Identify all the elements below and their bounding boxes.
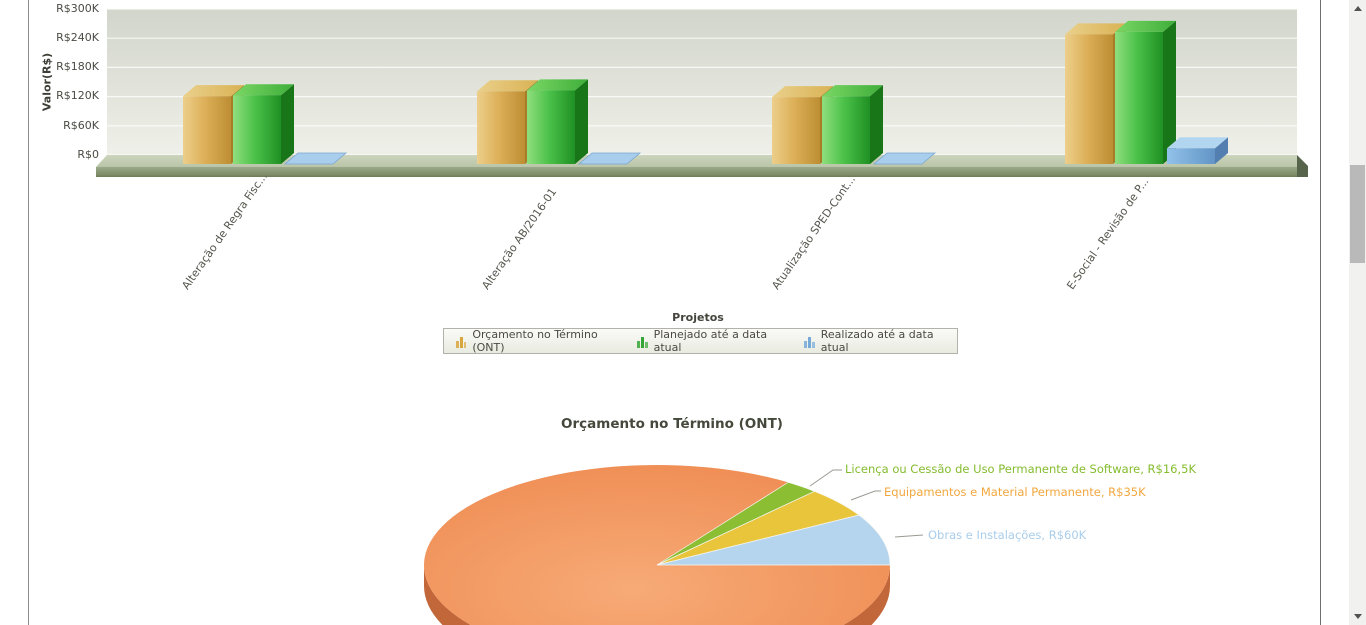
mini-bar-chart-icon — [804, 336, 815, 348]
legend-item-realizado[interactable]: Realizado até a data atual — [804, 328, 945, 354]
pie-chart-title: Orçamento no Término (ONT) — [561, 416, 783, 432]
panel-left-border — [28, 0, 29, 625]
legend-item-ont[interactable]: Orçamento no Término (ONT) — [456, 328, 611, 354]
panel-right-border — [1320, 0, 1321, 625]
y-tick-120k: R$120K — [56, 89, 99, 102]
mini-bar-chart-icon — [637, 336, 648, 348]
y-tick-60k: R$60K — [63, 119, 99, 132]
legend-label: Orçamento no Término (ONT) — [472, 328, 598, 354]
pie-label-equipamentos: Equipamentos e Material Permanente, R$35… — [884, 485, 1146, 499]
chart-legend: Orçamento no Término (ONT) Planejado até… — [443, 328, 958, 354]
scroll-down-button[interactable] — [1349, 608, 1366, 625]
legend-label: Planejado até a data atual — [653, 328, 768, 354]
pie-label-licenca: Licença ou Cessão de Uso Permanente de S… — [845, 462, 1197, 476]
pie-label-obras: Obras e Instalações, R$60K — [928, 528, 1087, 542]
arrow-down-icon — [1353, 614, 1362, 619]
y-tick-180k: R$180K — [56, 60, 99, 73]
x-axis-title: Projetos — [672, 311, 724, 324]
mini-bar-chart-icon — [456, 336, 467, 348]
scroll-up-button[interactable] — [1349, 0, 1366, 17]
y-tick-300k: R$300K — [56, 2, 99, 15]
y-tick-240k: R$240K — [56, 31, 99, 44]
legend-label: Realizado até a data atual — [820, 328, 934, 354]
legend-item-planejado[interactable]: Planejado até a data atual — [637, 328, 778, 354]
scrollbar-thumb[interactable] — [1350, 165, 1365, 263]
vertical-scrollbar[interactable] — [1349, 0, 1366, 625]
y-tick-0: R$0 — [77, 148, 99, 161]
arrow-up-icon — [1353, 6, 1362, 11]
